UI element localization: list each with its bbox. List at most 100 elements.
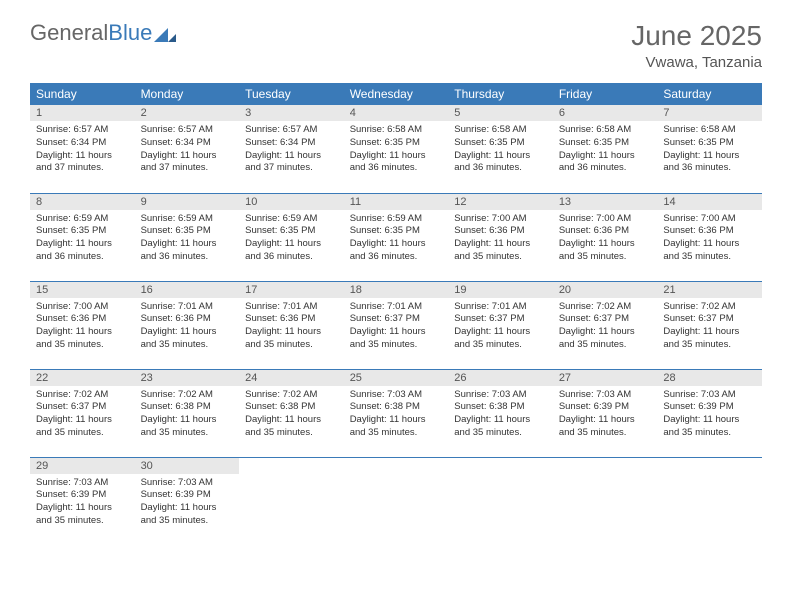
day-details: Sunrise: 7:02 AMSunset: 6:38 PMDaylight:… — [135, 386, 240, 445]
day-details: Sunrise: 7:02 AMSunset: 6:37 PMDaylight:… — [30, 386, 135, 445]
calendar-cell: 13Sunrise: 7:00 AMSunset: 6:36 PMDayligh… — [553, 193, 658, 281]
sunset-line: Sunset: 6:37 PM — [663, 313, 756, 326]
calendar-cell: 12Sunrise: 7:00 AMSunset: 6:36 PMDayligh… — [448, 193, 553, 281]
daylight-line: Daylight: 11 hours and 36 minutes. — [350, 238, 443, 264]
sunrise-line: Sunrise: 6:59 AM — [141, 213, 234, 226]
sunset-line: Sunset: 6:36 PM — [559, 225, 652, 238]
day-details: Sunrise: 6:58 AMSunset: 6:35 PMDaylight:… — [344, 121, 449, 180]
sunset-line: Sunset: 6:35 PM — [36, 225, 129, 238]
brand-part1: General — [30, 20, 108, 45]
sunrise-line: Sunrise: 7:02 AM — [245, 389, 338, 402]
day-number: 13 — [553, 194, 658, 210]
sunrise-line: Sunrise: 7:03 AM — [141, 477, 234, 490]
sunrise-line: Sunrise: 6:57 AM — [245, 124, 338, 137]
location-subtitle: Vwawa, Tanzania — [631, 54, 762, 71]
sunrise-line: Sunrise: 7:01 AM — [350, 301, 443, 314]
calendar-cell: 7Sunrise: 6:58 AMSunset: 6:35 PMDaylight… — [657, 105, 762, 193]
day-details: Sunrise: 7:01 AMSunset: 6:37 PMDaylight:… — [344, 298, 449, 357]
sunset-line: Sunset: 6:37 PM — [350, 313, 443, 326]
day-details: Sunrise: 6:57 AMSunset: 6:34 PMDaylight:… — [135, 121, 240, 180]
daylight-line: Daylight: 11 hours and 35 minutes. — [559, 414, 652, 440]
day-number: 14 — [657, 194, 762, 210]
calendar-cell: 28Sunrise: 7:03 AMSunset: 6:39 PMDayligh… — [657, 369, 762, 457]
calendar-cell — [448, 457, 553, 545]
daylight-line: Daylight: 11 hours and 36 minutes. — [141, 238, 234, 264]
sunrise-line: Sunrise: 7:02 AM — [663, 301, 756, 314]
sunrise-line: Sunrise: 7:01 AM — [141, 301, 234, 314]
sunset-line: Sunset: 6:36 PM — [663, 225, 756, 238]
day-number: 4 — [344, 105, 449, 121]
day-details: Sunrise: 7:03 AMSunset: 6:39 PMDaylight:… — [30, 474, 135, 533]
calendar-cell: 17Sunrise: 7:01 AMSunset: 6:36 PMDayligh… — [239, 281, 344, 369]
sunrise-line: Sunrise: 7:03 AM — [559, 389, 652, 402]
sunset-line: Sunset: 6:36 PM — [141, 313, 234, 326]
day-details: Sunrise: 6:59 AMSunset: 6:35 PMDaylight:… — [239, 210, 344, 269]
sunset-line: Sunset: 6:34 PM — [36, 137, 129, 150]
day-details: Sunrise: 7:03 AMSunset: 6:39 PMDaylight:… — [657, 386, 762, 445]
day-number: 18 — [344, 282, 449, 298]
weekday-header-row: Sunday Monday Tuesday Wednesday Thursday… — [30, 83, 762, 105]
daylight-line: Daylight: 11 hours and 35 minutes. — [454, 414, 547, 440]
sunrise-line: Sunrise: 6:57 AM — [141, 124, 234, 137]
day-number: 6 — [553, 105, 658, 121]
sunset-line: Sunset: 6:35 PM — [245, 225, 338, 238]
day-number: 24 — [239, 370, 344, 386]
brand-part2: Blue — [108, 20, 152, 45]
day-number: 22 — [30, 370, 135, 386]
calendar-cell: 8Sunrise: 6:59 AMSunset: 6:35 PMDaylight… — [30, 193, 135, 281]
sunrise-line: Sunrise: 7:00 AM — [36, 301, 129, 314]
calendar-cell: 25Sunrise: 7:03 AMSunset: 6:38 PMDayligh… — [344, 369, 449, 457]
sunset-line: Sunset: 6:34 PM — [245, 137, 338, 150]
day-number: 30 — [135, 458, 240, 474]
day-details: Sunrise: 7:02 AMSunset: 6:38 PMDaylight:… — [239, 386, 344, 445]
day-number: 26 — [448, 370, 553, 386]
daylight-line: Daylight: 11 hours and 35 minutes. — [350, 414, 443, 440]
sunset-line: Sunset: 6:35 PM — [141, 225, 234, 238]
day-details: Sunrise: 7:03 AMSunset: 6:38 PMDaylight:… — [448, 386, 553, 445]
weekday-header: Wednesday — [344, 83, 449, 105]
daylight-line: Daylight: 11 hours and 35 minutes. — [350, 326, 443, 352]
calendar-table: Sunday Monday Tuesday Wednesday Thursday… — [30, 83, 762, 545]
sunrise-line: Sunrise: 7:03 AM — [36, 477, 129, 490]
sunrise-line: Sunrise: 6:58 AM — [663, 124, 756, 137]
weekday-header: Monday — [135, 83, 240, 105]
daylight-line: Daylight: 11 hours and 36 minutes. — [663, 150, 756, 176]
daylight-line: Daylight: 11 hours and 35 minutes. — [663, 326, 756, 352]
daylight-line: Daylight: 11 hours and 37 minutes. — [36, 150, 129, 176]
day-details: Sunrise: 7:02 AMSunset: 6:37 PMDaylight:… — [657, 298, 762, 357]
sunrise-line: Sunrise: 6:58 AM — [454, 124, 547, 137]
calendar-cell: 6Sunrise: 6:58 AMSunset: 6:35 PMDaylight… — [553, 105, 658, 193]
calendar-cell — [657, 457, 762, 545]
daylight-line: Daylight: 11 hours and 37 minutes. — [141, 150, 234, 176]
calendar-row: 15 Sunrise: 7:00 AM Sunset: 6:36 PM Dayligh… — [30, 281, 762, 369]
day-details: Sunrise: 7:03 AMSunset: 6:38 PMDaylight:… — [344, 386, 449, 445]
calendar-cell: 22Sunrise: 7:02 AMSunset: 6:37 PMDayligh… — [30, 369, 135, 457]
sunrise-line: Sunrise: 6:58 AM — [350, 124, 443, 137]
daylight-line: Daylight: 11 hours and 35 minutes. — [36, 414, 129, 440]
daylight-line: Daylight: 11 hours and 36 minutes. — [245, 238, 338, 264]
sunset-line: Sunset: 6:35 PM — [454, 137, 547, 150]
daylight-line: Daylight: 11 hours and 35 minutes. — [245, 414, 338, 440]
day-details: Sunrise: 7:01 AMSunset: 6:37 PMDaylight:… — [448, 298, 553, 357]
daylight-line: Daylight: 11 hours and 35 minutes. — [559, 238, 652, 264]
daylight-line: Daylight: 11 hours and 36 minutes. — [559, 150, 652, 176]
calendar-cell: 10Sunrise: 6:59 AMSunset: 6:35 PMDayligh… — [239, 193, 344, 281]
daylight-line: Daylight: 11 hours and 35 minutes. — [141, 414, 234, 440]
daylight-line: Daylight: 11 hours and 35 minutes. — [454, 238, 547, 264]
day-number: 7 — [657, 105, 762, 121]
day-number: 11 — [344, 194, 449, 210]
daylight-line: Daylight: 11 hours and 35 minutes. — [663, 238, 756, 264]
calendar-cell: 14Sunrise: 7:00 AMSunset: 6:36 PMDayligh… — [657, 193, 762, 281]
day-number: 12 — [448, 194, 553, 210]
day-details: Sunrise: 6:58 AMSunset: 6:35 PMDaylight:… — [448, 121, 553, 180]
day-details: Sunrise: 6:58 AMSunset: 6:35 PMDaylight:… — [657, 121, 762, 180]
day-details: Sunrise: 7:00 AMSunset: 6:36 PMDaylight:… — [553, 210, 658, 269]
day-details: Sunrise: 6:59 AMSunset: 6:35 PMDaylight:… — [30, 210, 135, 269]
header: GeneralBlue June 2025 Vwawa, Tanzania — [30, 20, 762, 71]
weekday-header: Tuesday — [239, 83, 344, 105]
day-number: 1 — [30, 105, 135, 121]
calendar-cell: 1Sunrise: 6:57 AMSunset: 6:34 PMDaylight… — [30, 105, 135, 193]
sunset-line: Sunset: 6:39 PM — [141, 489, 234, 502]
daylight-line: Daylight: 11 hours and 36 minutes. — [36, 238, 129, 264]
day-number: 15 — [30, 282, 135, 298]
